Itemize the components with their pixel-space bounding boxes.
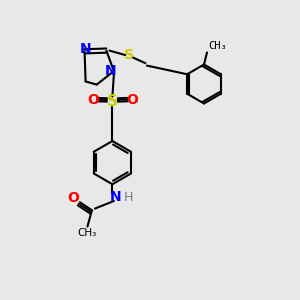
Text: O: O [87, 93, 99, 106]
Text: S: S [107, 94, 118, 109]
Text: N: N [104, 64, 116, 78]
Text: O: O [126, 93, 138, 106]
Text: H: H [123, 190, 133, 204]
Text: CH₃: CH₃ [77, 227, 97, 238]
Text: CH₃: CH₃ [208, 41, 227, 52]
Text: N: N [110, 190, 122, 204]
Text: O: O [68, 191, 80, 205]
Text: N: N [79, 42, 91, 56]
Text: S: S [124, 48, 134, 62]
